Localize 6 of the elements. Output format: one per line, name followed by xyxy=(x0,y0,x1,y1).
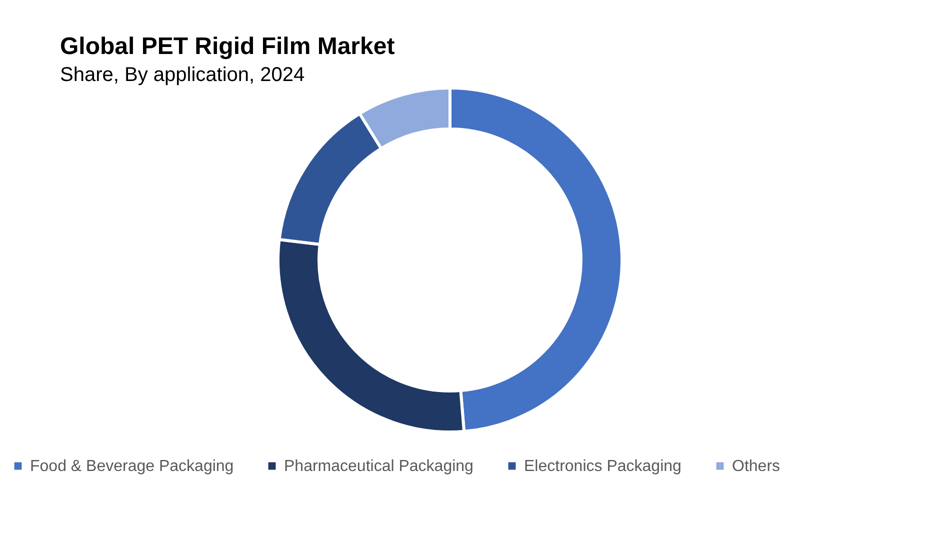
chart-title: Global PET Rigid Film Market xyxy=(60,33,395,60)
legend-label: Food & Beverage Packaging xyxy=(30,458,234,475)
legend-label: Others xyxy=(732,458,780,475)
legend-label: Pharmaceutical Packaging xyxy=(284,458,474,475)
legend-label: Electronics Packaging xyxy=(524,458,682,475)
chart-subtitle: Share, By application, 2024 xyxy=(60,64,305,86)
